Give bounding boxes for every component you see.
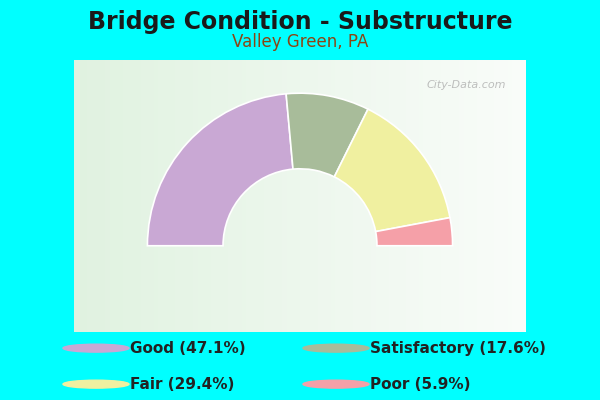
Circle shape [303,380,369,388]
Wedge shape [334,109,450,232]
Text: Poor (5.9%): Poor (5.9%) [370,377,471,392]
Wedge shape [376,218,452,246]
Text: Satisfactory (17.6%): Satisfactory (17.6%) [370,341,546,356]
Text: Fair (29.4%): Fair (29.4%) [130,377,235,392]
Circle shape [63,380,129,388]
Circle shape [303,344,369,352]
Text: Good (47.1%): Good (47.1%) [130,341,246,356]
Text: City-Data.com: City-Data.com [426,80,506,90]
Wedge shape [286,93,368,177]
Text: Bridge Condition - Substructure: Bridge Condition - Substructure [88,10,512,34]
Text: Valley Green, PA: Valley Green, PA [232,33,368,51]
Wedge shape [148,94,293,246]
Circle shape [63,344,129,352]
